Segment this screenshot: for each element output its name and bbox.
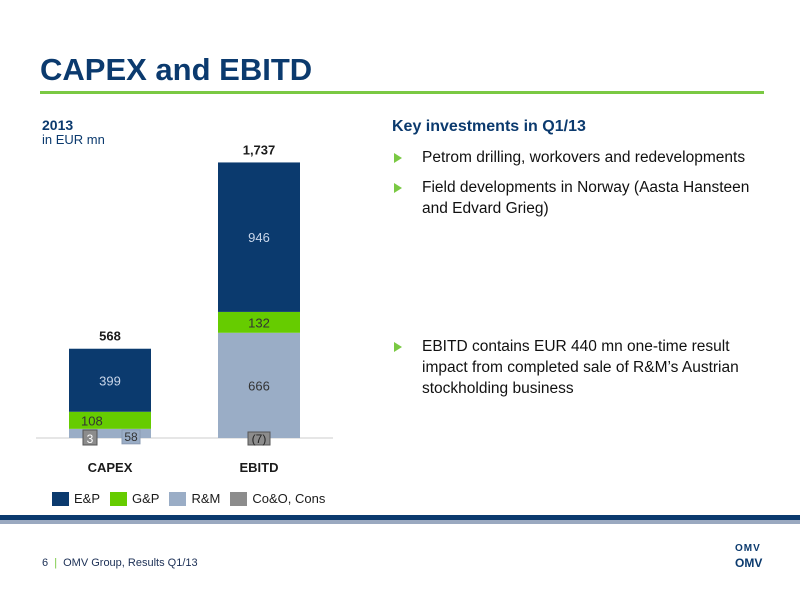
coo-label-box (82, 429, 98, 446)
page-title: CAPEX and EBITD (40, 52, 313, 87)
legend-item-coo: Co&O, Cons (230, 491, 325, 506)
data-label: 3 (87, 432, 94, 446)
data-label: 666 (248, 378, 270, 393)
footer-text: OMV Group, Results Q1/13 (63, 557, 198, 569)
bullet-item: EBITD contains EUR 440 mn one-time resul… (392, 336, 772, 399)
data-label: 946 (248, 230, 270, 245)
omv-logo: OMV OMV (735, 543, 769, 573)
ebitd-note-list: EBITD contains EUR 440 mn one-time resul… (392, 336, 772, 408)
footer-band-secondary (0, 520, 800, 524)
footer-band (0, 515, 800, 520)
data-label: 399 (99, 373, 121, 388)
title-underline (40, 91, 764, 94)
bar-segment-1-1 (218, 311, 300, 333)
year-label: 2013 (42, 117, 74, 133)
legend-item-rm: R&M (169, 491, 220, 506)
total-label: 568 (99, 329, 121, 344)
legend-label-gp: G&P (132, 491, 160, 506)
data-label: 58 (124, 430, 138, 444)
data-label: 132 (248, 315, 270, 330)
bar-segment-0-0 (69, 348, 151, 412)
logo-wordmark: OMV (735, 556, 763, 570)
unit-label: in EUR mn (42, 132, 105, 147)
key-investments-list: Petrom drilling, workovers and redevelop… (392, 147, 772, 228)
legend-label-rm: R&M (191, 491, 221, 506)
page-number: 6 (42, 557, 49, 569)
legend-label-coo: Co&O, Cons (252, 491, 326, 506)
legend-swatch-gp (110, 491, 128, 506)
data-label: 108 (81, 413, 103, 428)
bullet-item: Petrom drilling, workovers and redevelop… (392, 147, 772, 168)
category-label: CAPEX (88, 460, 133, 475)
data-label: (7) (252, 432, 267, 446)
legend-item-ep: E&P (52, 491, 100, 506)
legend-item-gp: G&P (110, 491, 159, 506)
footer: 6 | OMV Group, Results Q1/13 (42, 557, 198, 569)
legend-swatch-rm (169, 491, 187, 506)
bar-segment-2-0 (69, 428, 151, 438)
legend-swatch-coo (230, 491, 248, 506)
coo-label-box (247, 431, 271, 446)
key-investments-title: Key investments in Q1/13 (392, 118, 586, 135)
legend-swatch-ep (52, 491, 69, 506)
footer-separator: | (54, 557, 58, 569)
label-box (121, 429, 141, 445)
total-label: 1,737 (243, 142, 276, 157)
bar-segment-2-1 (218, 332, 300, 438)
chart-legend: E&P G&P R&M Co&O, Cons (52, 491, 335, 506)
bar-segment-0-1 (218, 162, 300, 312)
legend-label-ep: E&P (74, 491, 101, 506)
capex-ebitd-chart: 58 108 399 568 3 CAPEX 666 132 946 1,737 (7) EBITD (36, 142, 333, 475)
category-label: EBITD (240, 460, 279, 475)
bar-segment-1-0 (69, 411, 151, 429)
bullet-item: Field developments in Norway (Aasta Hans… (392, 177, 772, 219)
logo-mark: OMV (735, 543, 761, 554)
